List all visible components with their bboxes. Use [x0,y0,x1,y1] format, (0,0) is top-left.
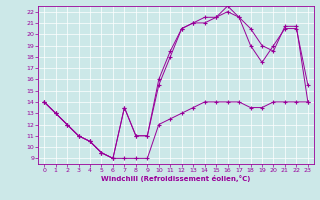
X-axis label: Windchill (Refroidissement éolien,°C): Windchill (Refroidissement éolien,°C) [101,175,251,182]
